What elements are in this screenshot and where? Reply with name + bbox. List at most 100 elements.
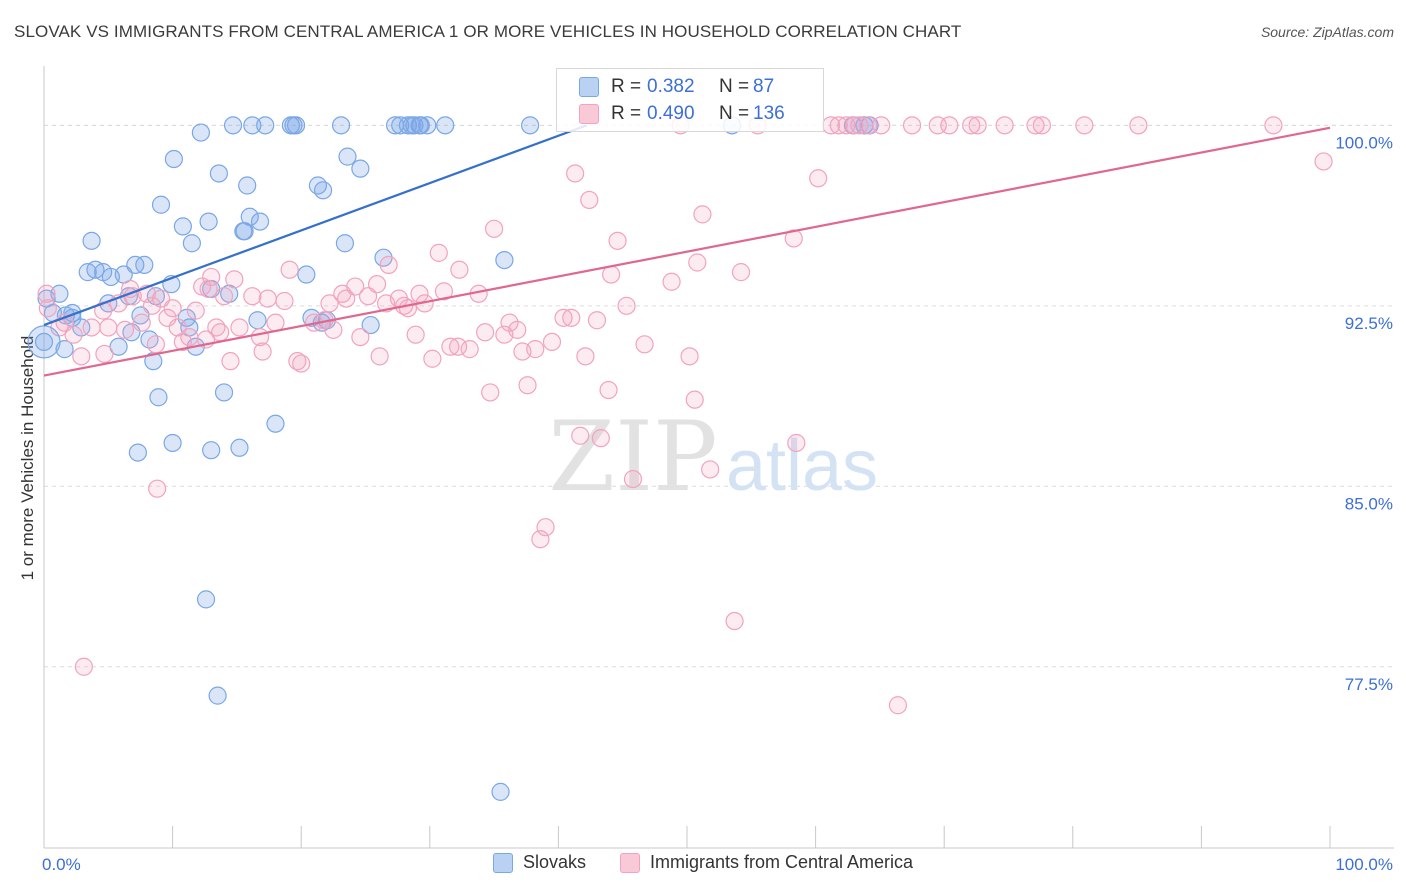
data-point [337,289,356,308]
chart-title: SLOVAK VS IMMIGRANTS FROM CENTRAL AMERIC… [14,22,962,41]
watermark: ZIP atlas [548,401,878,513]
data-point [623,469,643,489]
data-point [74,657,93,676]
x-tick-label: 0.0% [42,855,81,874]
data-point [1264,116,1283,135]
y-tick-label: 100.0% [1335,133,1393,152]
data-point [250,212,270,231]
data-point [151,195,171,214]
r-label: R = [611,76,642,97]
data-point [521,116,540,135]
data-point [38,299,57,318]
data-point [940,116,959,135]
data-point [688,253,707,272]
data-point [635,335,654,354]
r-value: 0.382 [647,76,695,97]
r-value: 0.490 [647,103,695,124]
data-point [995,116,1014,135]
watermark-atlas: atlas [726,426,878,506]
data-point [441,337,460,356]
data-point [481,383,500,402]
data-point [196,590,216,609]
legend-item-immigrants[interactable]: Immigrants from Central America [619,852,913,873]
data-point [1026,116,1045,135]
data-point [266,313,285,332]
data-point [208,686,227,705]
data-point [243,116,262,135]
data-point [72,347,91,366]
n-value: 136 [753,103,785,124]
data-point [872,116,891,135]
data-point [240,207,259,226]
data-point [460,340,479,359]
y-tick-label: 85.0% [1345,494,1393,513]
axes [43,66,1394,849]
data-point [72,318,91,337]
trend-line-slovaks [43,124,588,327]
data-point [225,270,244,289]
data-point [608,231,627,250]
data-point [256,116,275,135]
data-point [115,320,135,339]
legend-label-slovaks: Slovaks [522,852,586,872]
data-point [662,272,681,291]
data-point [418,116,437,135]
n-label: N = [719,76,750,97]
tick-labels: 77.5% 85.0% 92.5% 100.0% 0.0% 100.0% [42,133,1393,874]
data-point [209,164,228,183]
data-point [313,181,333,200]
data-point [429,243,448,262]
data-point [536,518,555,537]
data-point [64,325,83,344]
data-point [370,347,389,366]
data-point [164,149,183,169]
data-point [566,164,585,183]
n-value: 87 [753,76,775,97]
data-point [149,388,168,407]
data-point [562,308,581,327]
data-point [238,176,257,195]
data-point [335,234,355,253]
data-point [230,318,249,337]
data-point [82,231,101,250]
trend-line-immigrants [43,126,1331,377]
data-point [292,354,311,373]
data-point [324,320,343,339]
data-point [784,229,803,248]
data-point [280,260,299,279]
data-point [230,438,249,457]
data-point [331,116,351,135]
data-point [367,275,387,294]
data-point [34,332,54,352]
data-point [837,116,856,135]
data-point [411,116,430,135]
data-point [591,429,610,448]
data-point [436,116,455,135]
data-point [406,325,425,344]
immigrants-swatch [579,104,599,124]
data-point [526,340,545,359]
n-label: N = [719,103,750,124]
data-point [202,441,221,460]
data-point [361,315,380,335]
data-points [27,116,1333,801]
legend: Slovaks Immigrants from Central America [0,852,1406,873]
legend-item-slovaks[interactable]: Slovaks [492,852,586,873]
data-point [95,344,114,364]
data-point [320,294,339,313]
data-point [297,265,316,284]
data-point [423,349,442,368]
data-point [163,433,182,453]
data-point [135,255,154,275]
data-point [214,383,234,402]
stats-box: R = 0.382 N = 87 R = 0.490 N = 136 [556,68,824,132]
data-point [859,116,878,135]
x-tick-label: 100.0% [1335,855,1393,874]
data-point [1314,152,1333,171]
data-point [580,190,599,210]
data-point [587,311,607,330]
data-point [258,289,277,308]
data-point [163,299,182,318]
data-point [248,311,267,330]
